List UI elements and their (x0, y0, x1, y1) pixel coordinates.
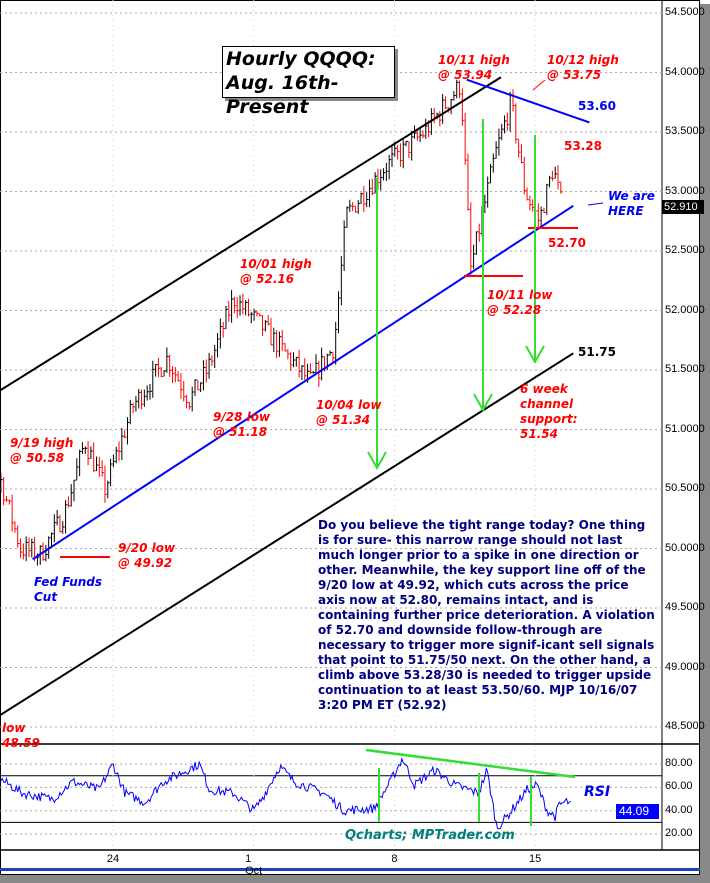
price-tick-label: 51.5000 (665, 363, 705, 375)
current-rsi-badge: 44.09 (616, 804, 659, 819)
chart-title: Hourly QQQQ: Aug. 16th-Present (222, 46, 395, 118)
annotation-channel-support: 6 week channel support: 51.54 (520, 382, 578, 441)
price-tick-label: 50.5000 (665, 482, 705, 494)
annotation-low: low 48.59 (2, 721, 40, 750)
date-label: 24 (106, 853, 120, 865)
rsi-tick-label: 80.00 (665, 757, 693, 770)
month-label: Oct (245, 865, 263, 877)
price-tick-label: 52.0000 (665, 303, 705, 316)
pointer-we-are-here (587, 202, 604, 206)
date-label: 1 (245, 853, 252, 865)
upper-channel-line (0, 76, 502, 392)
title-line-1: Hourly QQQQ: (226, 48, 376, 70)
title-line-2: Aug. 16th-Present (226, 72, 339, 118)
price-tick-label: 48.5000 (665, 720, 705, 732)
pointer-10-12-high (532, 79, 546, 91)
annotation-9-19-high: 9/19 high @ 50.58 (10, 436, 74, 465)
lower-channel-line (0, 352, 574, 717)
frame-shadow-right (700, 4, 710, 883)
rsi-label: RSI (584, 784, 611, 800)
price-tick-label: 53.5000 (665, 125, 705, 137)
arrow-head-icon (525, 345, 545, 365)
analyst-commentary: Do you believe the tight range today? On… (318, 518, 655, 712)
date-tick-label: 1 Oct (245, 853, 262, 877)
frame-border (0, 0, 700, 875)
rsi-tick-label: 60.00 (665, 780, 693, 793)
frame-shadow-bottom (0, 875, 710, 883)
date-label: 8 (391, 853, 398, 865)
annotation-10-11-low: 10/11 low @ 52.28 (487, 288, 553, 317)
price-tick-label: 52.5000 (665, 244, 705, 256)
arrow-head-icon (367, 451, 387, 471)
price-tick-label: 53.0000 (665, 184, 705, 197)
annotation-9-28-low: 9/28 low @ 51.18 (213, 410, 271, 439)
annotation-51-75: 51.75 (578, 345, 616, 359)
annotation-fed-cut: Fed Funds Cut (34, 575, 103, 604)
rsi-divergence-line (365, 748, 576, 779)
arrow-head-icon (473, 393, 493, 413)
annotation-52-70: 52.70 (548, 236, 586, 250)
price-tick-label: 49.0000 (665, 660, 705, 673)
date-tick-label: 8 (391, 853, 397, 865)
annotation-53-28: 53.28 (564, 139, 602, 153)
date-tick-label: 15 (529, 853, 541, 865)
frame-bottom-bar (0, 868, 700, 871)
annotation-9-20-low: 9/20 low @ 49.92 (118, 541, 176, 570)
annotation-10-11-high: 10/11 high @ 53.94 (438, 53, 510, 82)
price-tick-label: 54.5000 (665, 6, 705, 18)
credit-text: Qcharts; MPTrader.com (345, 828, 515, 843)
rsi-tick-label: 20.00 (665, 827, 693, 839)
price-tick-label: 54.0000 (665, 65, 705, 78)
annotation-we-are-here: We are HERE (608, 189, 655, 218)
rsi-tick-label: 40.00 (665, 803, 693, 816)
annotation-10-01-high: 10/01 high @ 52.16 (240, 257, 312, 286)
price-tick-label: 49.5000 (665, 601, 705, 613)
rsi-line (0, 756, 571, 830)
date-label: 15 (528, 853, 542, 865)
date-tick-label: 24 (107, 853, 119, 865)
resistance-trendline (466, 78, 590, 124)
annotation-53-60: 53.60 (578, 99, 616, 113)
price-tick-label: 50.0000 (665, 541, 705, 554)
annotation-10-12-high: 10/12 high @ 53.75 (547, 53, 619, 82)
price-tick-label: 51.0000 (665, 422, 705, 435)
annotation-10-04-low: 10/04 low @ 51.34 (316, 398, 382, 427)
current-price-badge: 52.910 (662, 200, 704, 214)
